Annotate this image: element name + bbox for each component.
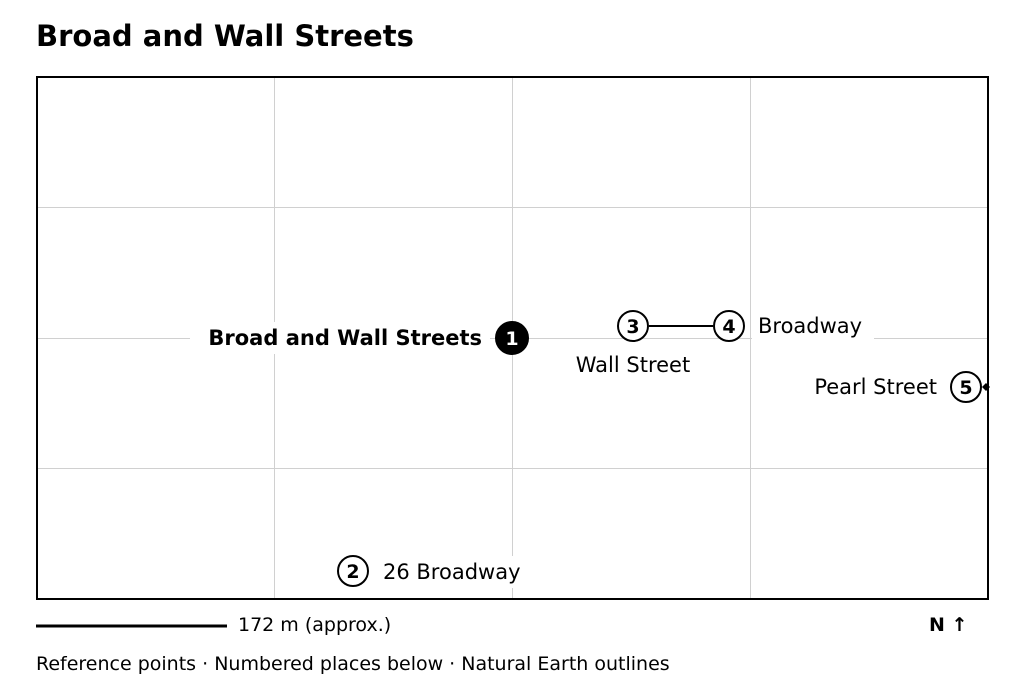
map-marker-5[interactable]: 5 (950, 371, 982, 403)
map-marker-4[interactable]: 4 (713, 310, 745, 342)
label-halo (752, 310, 874, 342)
label-halo (802, 371, 944, 403)
marker-label-2: 26 Broadway (383, 560, 521, 584)
marker-number: 2 (346, 561, 359, 583)
marker-number: 1 (505, 328, 518, 350)
label-halo (190, 322, 490, 354)
marker-number: 5 (959, 377, 972, 399)
marker-number: 3 (626, 316, 639, 338)
label-halo (568, 349, 698, 381)
marker-label-5: Pearl Street (814, 375, 937, 399)
marker-label-1: Broad and Wall Streets (208, 326, 482, 350)
marker-number: 4 (722, 316, 735, 338)
map-frame (36, 76, 989, 600)
scale-bar-label: 172 m (approx.) (238, 614, 392, 636)
map-caption: Reference points · Numbered places below… (36, 653, 670, 675)
marker-label-3: Wall Street (576, 353, 690, 377)
marker-label-4: Broadway (758, 314, 862, 338)
map-marker-1[interactable]: 1 (495, 321, 529, 355)
north-arrow-icon: N ↑ (929, 614, 968, 636)
map-title: Broad and Wall Streets (36, 19, 414, 53)
map-marker-2[interactable]: 2 (337, 555, 369, 587)
label-halo (378, 556, 530, 588)
map-marker-3[interactable]: 3 (617, 310, 649, 342)
